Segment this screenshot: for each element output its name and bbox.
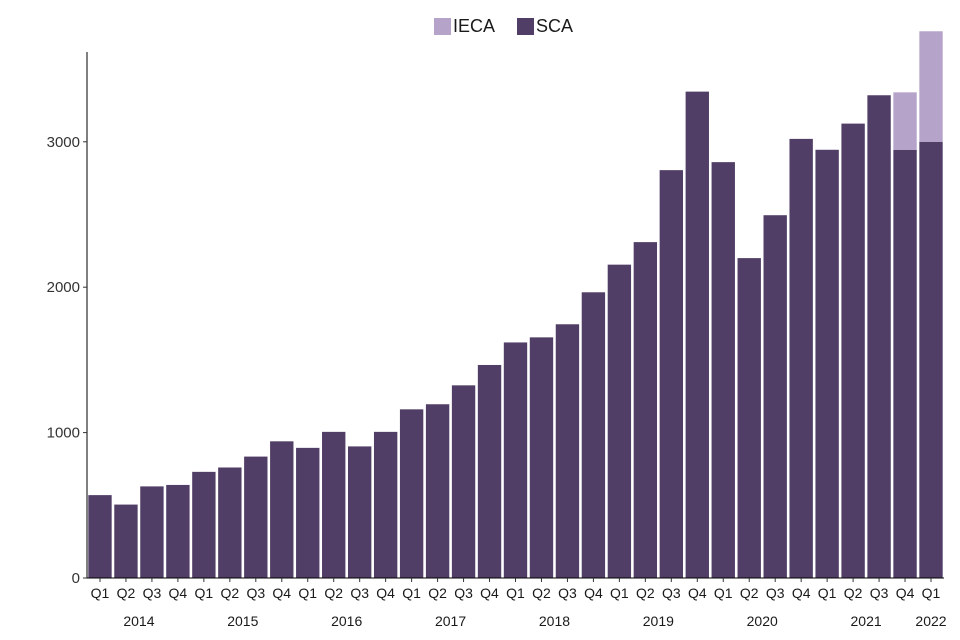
bar-ieca-31 xyxy=(893,92,917,150)
bar-sca-8 xyxy=(296,447,320,578)
x-tick-label-1: Q2 xyxy=(117,585,136,601)
x-tick-label-12: Q1 xyxy=(402,585,421,601)
bar-ieca-32 xyxy=(919,31,943,142)
legend-swatch-sca xyxy=(517,18,535,35)
x-tick-label-22: Q3 xyxy=(662,585,681,601)
bar-sca-17 xyxy=(529,337,554,578)
year-label-2016: 2016 xyxy=(331,613,362,629)
y-tick-label-0: 0 xyxy=(72,570,80,587)
x-tick-label-9: Q2 xyxy=(324,585,343,601)
bar-sca-6 xyxy=(244,456,268,578)
y-tick-label-1000: 1000 xyxy=(47,425,80,442)
bar-sca-30 xyxy=(867,95,891,578)
x-tick-label-7: Q4 xyxy=(272,585,291,601)
bar-sca-21 xyxy=(633,242,658,578)
bar-sca-13 xyxy=(425,404,450,578)
bars-layer xyxy=(88,31,943,579)
x-tick-label-26: Q3 xyxy=(766,585,785,601)
chart-legend: IECA SCA xyxy=(434,16,573,37)
bar-sca-15 xyxy=(477,364,502,578)
x-tick-label-20: Q1 xyxy=(610,585,629,601)
bar-sca-11 xyxy=(373,431,398,578)
x-tick-label-16: Q1 xyxy=(506,585,525,601)
year-label-2015: 2015 xyxy=(227,613,258,629)
bar-sca-14 xyxy=(451,385,476,578)
x-tick-label-0: Q1 xyxy=(91,585,110,601)
year-label-2018: 2018 xyxy=(539,613,570,629)
x-tick-label-2: Q3 xyxy=(143,585,162,601)
x-tick-label-24: Q1 xyxy=(714,585,733,601)
bar-sca-4 xyxy=(192,471,216,578)
year-label-2019: 2019 xyxy=(643,613,674,629)
bar-sca-16 xyxy=(503,342,528,578)
bar-sca-2 xyxy=(140,486,164,578)
bar-sca-26 xyxy=(763,215,787,579)
legend-label-ieca: IECA xyxy=(453,16,496,36)
x-tick-label-11: Q4 xyxy=(376,585,395,601)
year-label-2020: 2020 xyxy=(747,613,778,629)
x-tick-label-17: Q2 xyxy=(532,585,551,601)
bar-sca-31 xyxy=(893,149,917,579)
x-tick-label-19: Q4 xyxy=(584,585,603,601)
x-tick-label-30: Q3 xyxy=(870,585,889,601)
bar-sca-23 xyxy=(685,91,709,578)
bar-sca-18 xyxy=(555,324,580,578)
x-tick-label-13: Q2 xyxy=(428,585,447,601)
x-tick-label-32: Q1 xyxy=(922,585,941,601)
x-tick-label-5: Q2 xyxy=(220,585,239,601)
bar-sca-22 xyxy=(659,170,684,579)
x-tick-label-31: Q4 xyxy=(896,585,915,601)
x-tick-label-3: Q4 xyxy=(169,585,188,601)
x-tick-label-14: Q3 xyxy=(454,585,473,601)
bar-sca-10 xyxy=(347,446,372,578)
x-tick-label-18: Q3 xyxy=(558,585,577,601)
x-tick-label-29: Q2 xyxy=(844,585,863,601)
bar-sca-32 xyxy=(919,141,943,578)
legend-swatch-ieca xyxy=(434,18,451,35)
bar-sca-0 xyxy=(88,495,112,578)
x-tick-label-10: Q3 xyxy=(350,585,369,601)
x-axis: Q1 Q2 Q3 Q4 Q1 Q2 Q3 Q4 Q1 Q2 Q3 Q4 Q1 Q2 Q3 Q4 Q1 Q2 Q3 Q4… xyxy=(87,577,947,629)
bar-sca-3 xyxy=(166,484,190,578)
bar-sca-12 xyxy=(399,409,424,578)
legend-label-sca: SCA xyxy=(536,16,574,36)
year-label-2021: 2021 xyxy=(851,613,882,629)
x-tick-label-25: Q2 xyxy=(740,585,759,601)
x-tick-label-27: Q4 xyxy=(792,585,811,601)
bar-sca-24 xyxy=(711,162,735,578)
bar-sca-27 xyxy=(789,138,813,578)
y-tick-label-3000: 3000 xyxy=(47,134,80,151)
year-label-2014: 2014 xyxy=(123,613,154,629)
legend-item-sca: SCA xyxy=(517,16,573,37)
bar-sca-9 xyxy=(322,431,346,578)
y-tick-label-2000: 2000 xyxy=(47,279,80,296)
x-tick-label-8: Q1 xyxy=(298,585,317,601)
y-axis: 0 1000 2000 3000 xyxy=(47,52,88,587)
x-tick-label-6: Q3 xyxy=(246,585,265,601)
bar-sca-25 xyxy=(737,258,761,578)
bar-sca-1 xyxy=(114,504,138,578)
year-label-2017: 2017 xyxy=(435,613,466,629)
x-tick-label-21: Q2 xyxy=(636,585,655,601)
bar-sca-19 xyxy=(581,292,606,578)
x-tick-label-28: Q1 xyxy=(818,585,837,601)
bar-sca-29 xyxy=(841,123,865,579)
x-tick-label-4: Q1 xyxy=(195,585,214,601)
x-tick-label-23: Q4 xyxy=(688,585,707,601)
bar-sca-28 xyxy=(815,149,839,579)
year-label-2022: 2022 xyxy=(915,613,946,629)
legend-item-ieca: IECA xyxy=(434,16,495,37)
x-tick-label-15: Q4 xyxy=(480,585,499,601)
bar-sca-5 xyxy=(218,467,242,578)
bar-sca-7 xyxy=(270,441,294,578)
bar-sca-20 xyxy=(607,264,632,578)
